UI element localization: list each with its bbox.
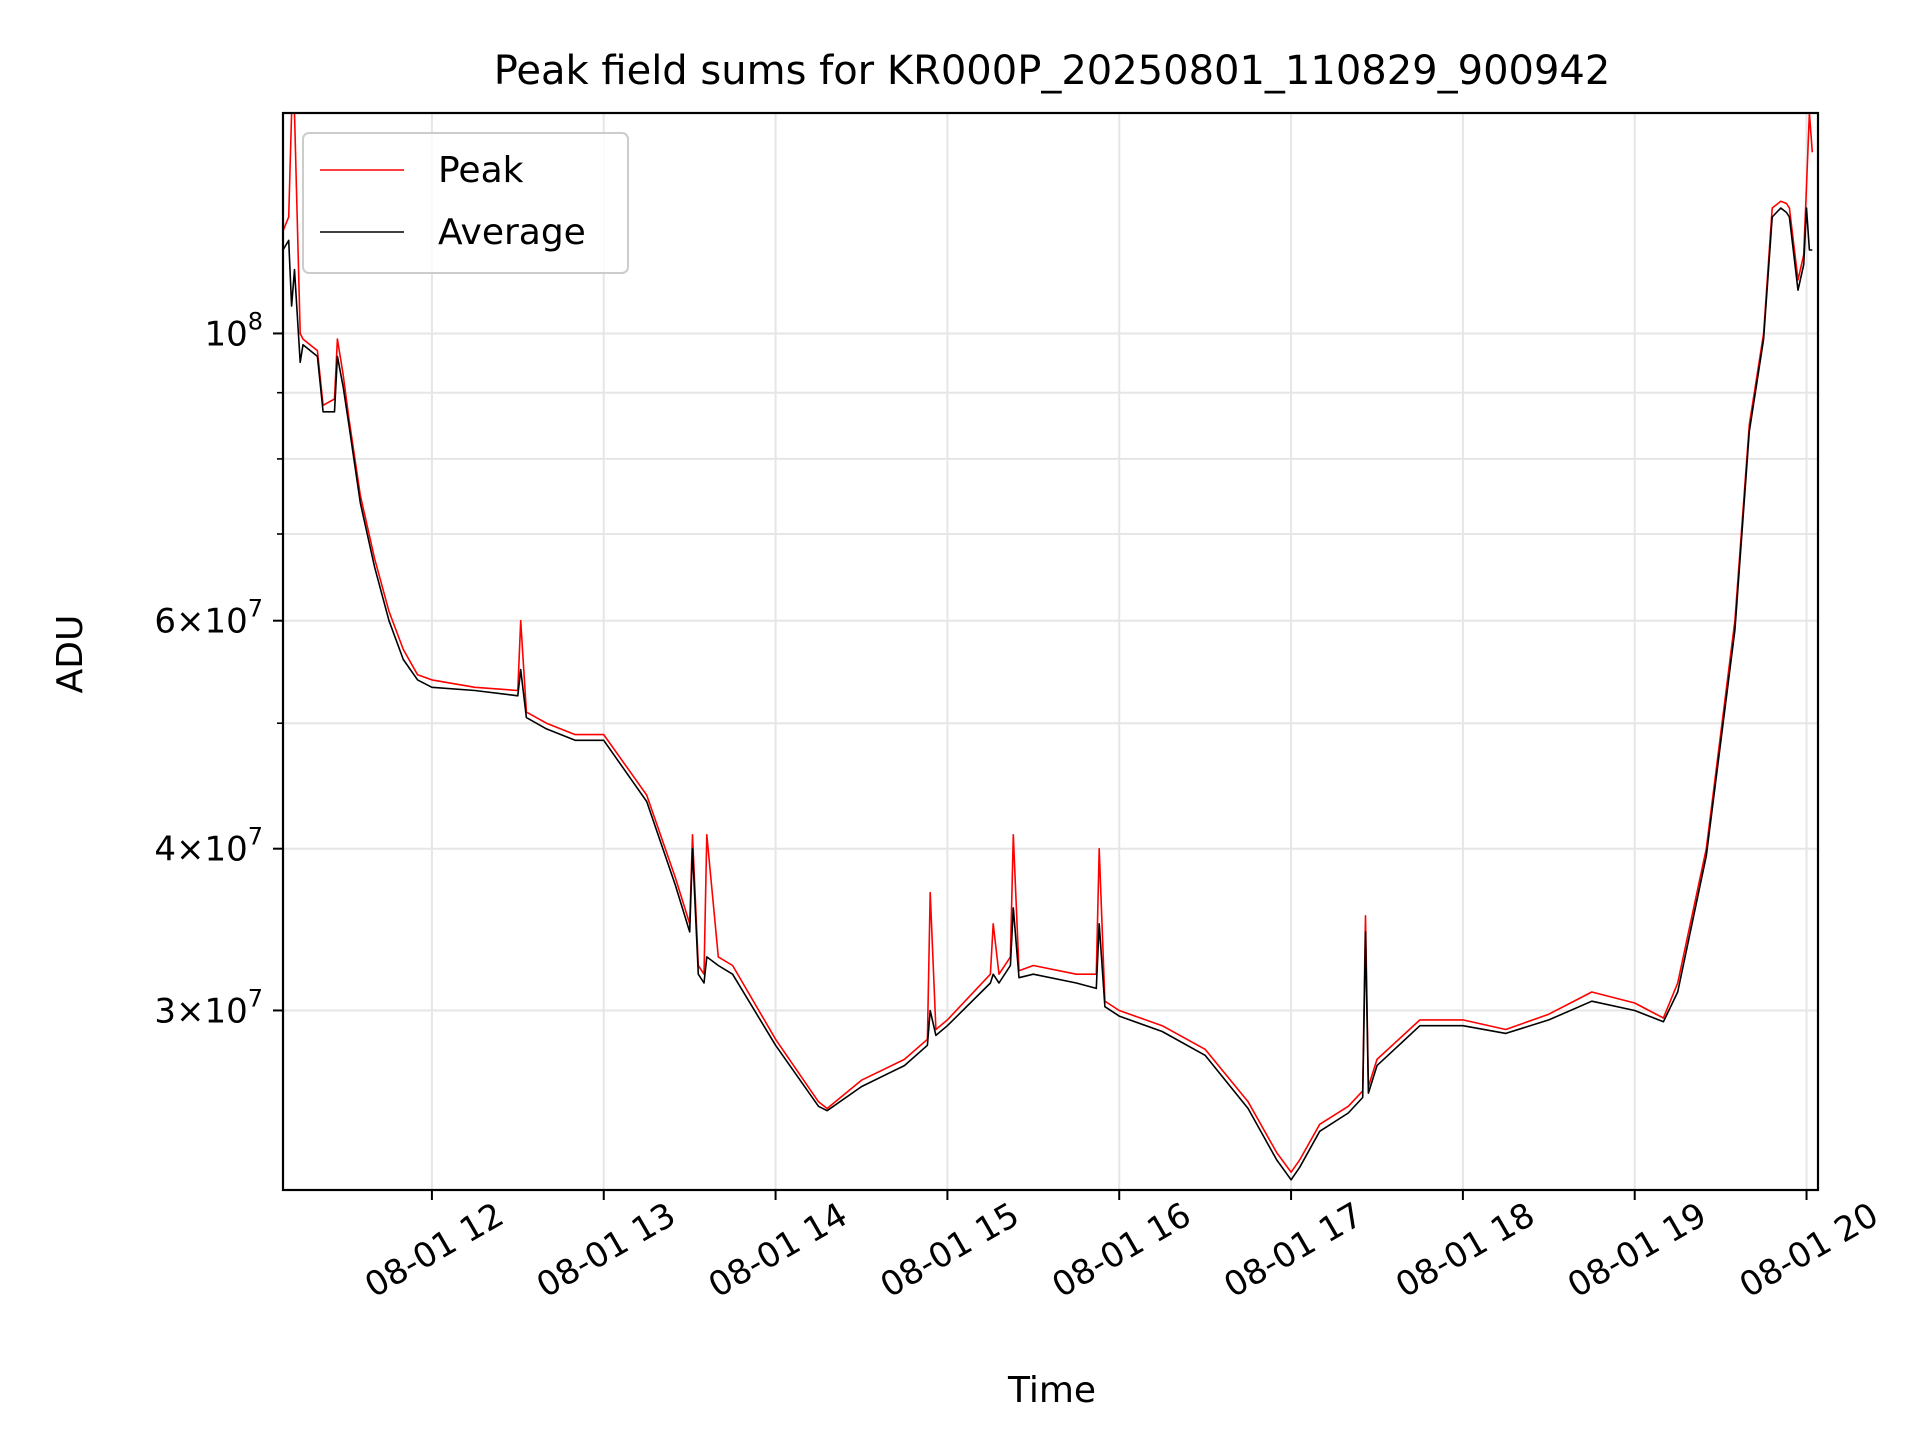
legend: Peak Average xyxy=(302,132,629,274)
y-tick-label: 6×107 xyxy=(154,595,263,642)
y-tick-label: 108 xyxy=(204,307,263,354)
series-line-peak xyxy=(283,113,1814,1173)
series-line-average xyxy=(283,207,1813,1181)
plot-series xyxy=(283,113,1814,1181)
grid xyxy=(283,113,1818,1190)
y-axis-label: ADU xyxy=(50,615,91,694)
x-axis-label: Time xyxy=(1007,1370,1096,1411)
y-tick-label: 3×107 xyxy=(154,984,263,1031)
legend-label-average: Average xyxy=(438,212,586,253)
chart-title: Peak field sums for KR000P_20250801_1108… xyxy=(494,48,1611,94)
legend-label-peak: Peak xyxy=(438,150,524,191)
legend-box xyxy=(302,132,629,274)
axes-frame xyxy=(281,111,1820,1192)
y-tick-label: 4×107 xyxy=(154,823,263,870)
